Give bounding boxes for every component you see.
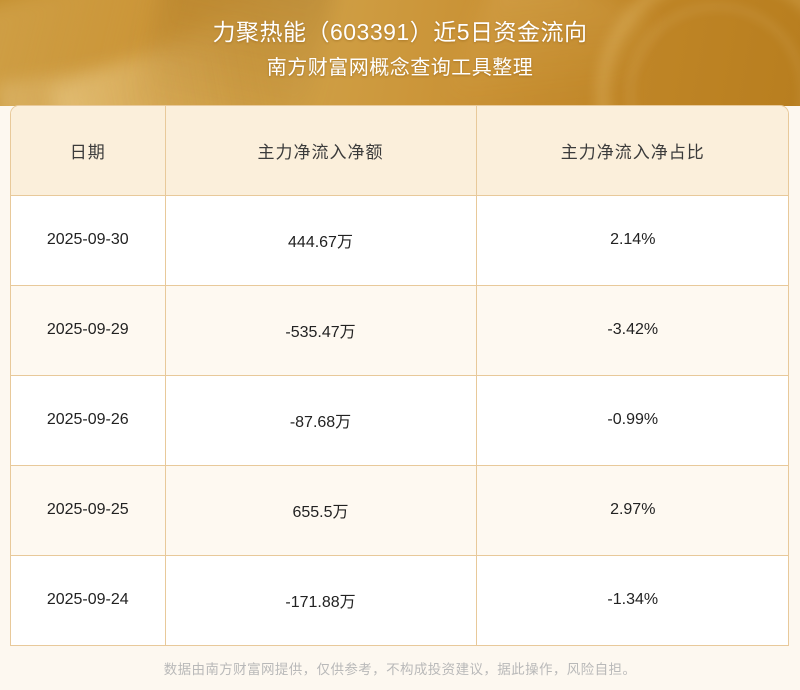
cell-net-inflow: -87.68万 xyxy=(165,375,477,466)
table-body: 2025-09-30 444.67万 2.14% 2025-09-29 -535… xyxy=(11,195,788,646)
cell-net-inflow: 444.67万 xyxy=(165,195,477,286)
cell-net-ratio: -0.99% xyxy=(476,375,788,466)
table-row: 2025-09-24 -171.88万 -1.34% xyxy=(11,555,788,646)
table-row: 2025-09-26 -87.68万 -0.99% xyxy=(11,375,788,466)
disclaimer-text: 数据由南方财富网提供，仅供参考，不构成投资建议，据此操作，风险自担。 xyxy=(163,662,637,677)
cell-net-ratio: -1.34% xyxy=(476,555,788,646)
table-row: 2025-09-29 -535.47万 -3.42% xyxy=(11,285,788,376)
page-title: 力聚热能（603391）近5日资金流向 xyxy=(212,19,588,45)
cell-date: 2025-09-26 xyxy=(11,375,166,466)
cell-net-ratio: -3.42% xyxy=(476,285,788,376)
cell-net-inflow: -171.88万 xyxy=(165,555,477,646)
banner-text-block: 力聚热能（603391）近5日资金流向 南方财富网概念查询工具整理 xyxy=(0,0,800,83)
column-header-net-ratio: 主力净流入净占比 xyxy=(476,106,788,196)
fund-flow-table: 日期 主力净流入净额 主力净流入净占比 2025-09-30 444.67万 2… xyxy=(11,106,788,646)
cell-date: 2025-09-24 xyxy=(11,555,166,646)
page-subtitle: 南方财富网概念查询工具整理 xyxy=(266,57,534,79)
cell-net-ratio: 2.97% xyxy=(476,465,788,556)
cell-date: 2025-09-30 xyxy=(11,195,166,286)
footer: 数据由南方财富网提供，仅供参考，不构成投资建议，据此操作，风险自担。 xyxy=(0,646,800,690)
table-head: 日期 主力净流入净额 主力净流入净占比 xyxy=(11,106,788,196)
table-row: 2025-09-30 444.67万 2.14% xyxy=(11,195,788,286)
cell-net-inflow: 655.5万 xyxy=(165,465,477,556)
column-header-date: 日期 xyxy=(11,106,166,196)
column-header-net-inflow: 主力净流入净额 xyxy=(165,106,477,196)
table-header-row: 日期 主力净流入净额 主力净流入净占比 xyxy=(11,106,788,196)
page-banner: 力聚热能（603391）近5日资金流向 南方财富网概念查询工具整理 xyxy=(0,0,800,106)
cell-net-ratio: 2.14% xyxy=(476,195,788,286)
cell-date: 2025-09-25 xyxy=(11,465,166,556)
table-row: 2025-09-25 655.5万 2.97% xyxy=(11,465,788,556)
cell-date: 2025-09-29 xyxy=(11,285,166,376)
cell-net-inflow: -535.47万 xyxy=(165,285,477,376)
fund-flow-table-container: 日期 主力净流入净额 主力净流入净占比 2025-09-30 444.67万 2… xyxy=(10,105,789,646)
